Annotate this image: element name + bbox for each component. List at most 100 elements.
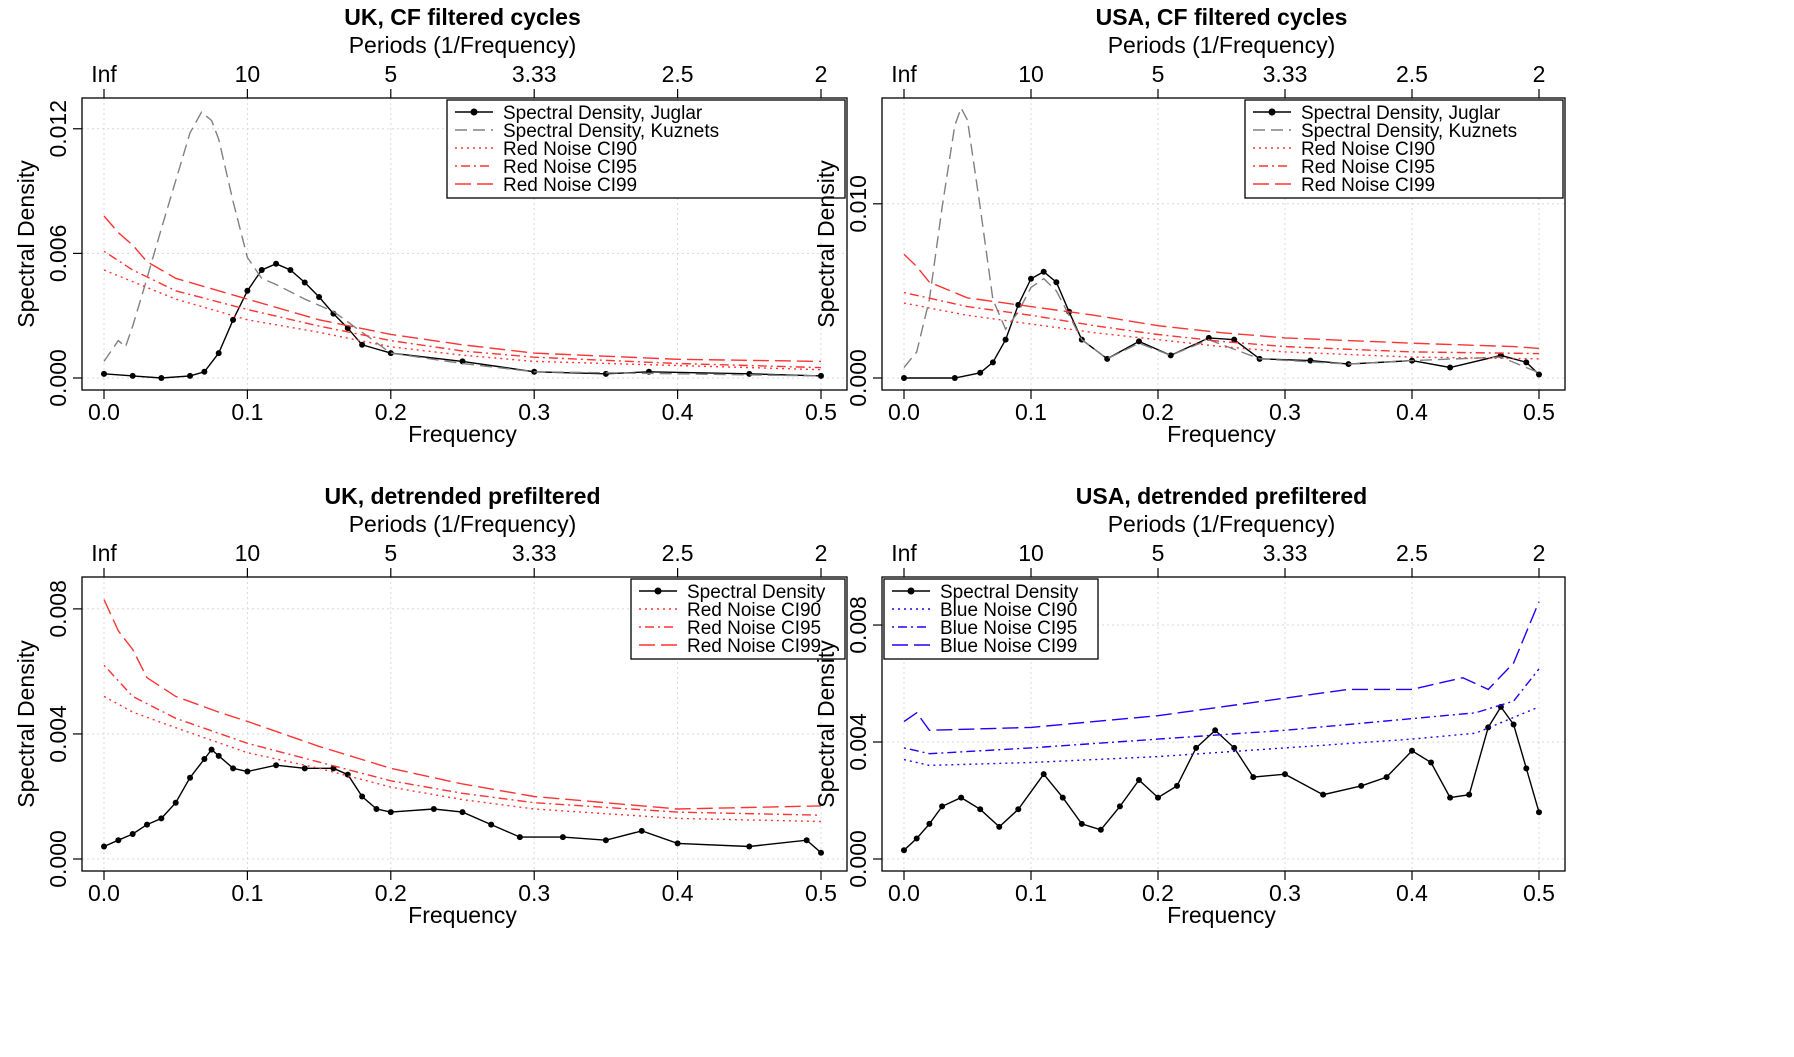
- data-point: [208, 746, 215, 753]
- y-axis-label: Spectral Density: [13, 640, 39, 808]
- data-point: [158, 375, 165, 381]
- data-point: [958, 794, 965, 801]
- series-line-1: [904, 270, 1540, 379]
- data-point: [1510, 721, 1517, 728]
- series-line-5: [103, 215, 822, 363]
- data-point: [1097, 826, 1104, 833]
- x-tick-label: 0.5: [1523, 880, 1555, 906]
- series-line-2: [903, 106, 1540, 374]
- data-point: [201, 368, 208, 375]
- plot-frame: [881, 97, 1566, 391]
- data-point: [244, 287, 251, 294]
- top-tick-label: 3.33: [1263, 540, 1308, 566]
- data-point: [1383, 774, 1390, 781]
- data-point: [459, 358, 466, 365]
- top-tick-label: Inf: [91, 540, 117, 566]
- chart-title: USA, CF filtered cycles: [1096, 4, 1348, 30]
- data-point: [901, 375, 907, 381]
- top-tick-label: 5: [384, 61, 397, 87]
- y-axis-label: Spectral Density: [13, 160, 39, 328]
- data-point: [1212, 727, 1219, 734]
- data-point: [230, 765, 237, 772]
- data-point: [1447, 364, 1454, 371]
- data-point: [1053, 279, 1060, 286]
- data-point: [459, 809, 466, 816]
- data-point: [638, 827, 645, 834]
- top-tick-label: Inf: [891, 540, 917, 566]
- top-tick-label: Inf: [91, 61, 117, 87]
- x-tick-label: 0.2: [1142, 880, 1174, 906]
- x-tick-label: 0.2: [375, 399, 407, 425]
- series-line-4: [903, 291, 1540, 355]
- data-point: [1015, 301, 1022, 308]
- data-point: [1059, 794, 1066, 801]
- legend-point: [907, 587, 915, 595]
- data-point: [1002, 336, 1009, 343]
- data-point: [488, 821, 495, 828]
- x-tick-label: 0.3: [1269, 880, 1301, 906]
- top-tick-label: 2: [1533, 540, 1546, 566]
- x-tick-label: 0.0: [888, 399, 920, 425]
- top-axis-label: Periods (1/Frequency): [349, 32, 577, 58]
- x-tick-label: 0.1: [1015, 880, 1047, 906]
- data-point: [273, 260, 280, 267]
- chart-panel-2: 0.0 0.1 0.2 0.3 0.4 0.5 Frequency Inf 10 5 3.33 2.5…: [813, 4, 1566, 447]
- data-point: [1536, 809, 1542, 816]
- series-line-3: [103, 664, 822, 816]
- data-point: [977, 806, 984, 813]
- chart-panel-3: 0.0 0.1 0.2 0.3 0.4 0.5 Frequency Inf 10 5 3.33 2.5…: [13, 483, 848, 928]
- data-point: [258, 267, 265, 273]
- data-point: [1307, 357, 1314, 364]
- data-point: [901, 847, 907, 854]
- data-point: [602, 370, 609, 377]
- x-tick-label: 0.5: [805, 880, 837, 906]
- legend-label: Spectral Density, Kuznets: [1301, 121, 1517, 142]
- data-point: [301, 765, 308, 772]
- data-point: [273, 762, 280, 769]
- x-tick-label: 0.3: [1269, 399, 1301, 425]
- series-line-1: [103, 748, 822, 854]
- data-point: [516, 834, 523, 841]
- series-line-3: [903, 668, 1540, 755]
- top-tick-label: 5: [1152, 540, 1165, 566]
- top-tick-label: 2.5: [662, 540, 694, 566]
- top-axis-label: Periods (1/Frequency): [1108, 32, 1336, 58]
- series-line-4: [103, 599, 822, 810]
- data-point: [1078, 820, 1085, 827]
- legend-box: [1244, 99, 1564, 199]
- x-tick-label: 0.3: [518, 399, 550, 425]
- data-point: [1104, 355, 1111, 362]
- data-point: [602, 837, 609, 844]
- data-point: [430, 805, 437, 812]
- legend-label: Spectral Density, Juglar: [1301, 103, 1501, 124]
- top-tick-label: Inf: [891, 61, 917, 87]
- top-tick-label: 2.5: [662, 61, 694, 87]
- series-line-3: [103, 269, 822, 371]
- data-point: [215, 350, 222, 357]
- y-tick-label: 0.000: [845, 349, 871, 407]
- data-point: [818, 372, 824, 379]
- y-axis-label: Spectral Density: [813, 640, 839, 808]
- y-tick-label: 0.012: [45, 100, 71, 158]
- x-tick-label: 0.0: [88, 880, 120, 906]
- chart-title: UK, CF filtered cycles: [344, 4, 580, 30]
- data-point: [158, 815, 165, 822]
- data-point: [559, 834, 566, 841]
- top-tick-label: 2.5: [1396, 61, 1428, 87]
- data-point: [359, 793, 366, 800]
- top-tick-label: 2.5: [1396, 540, 1428, 566]
- top-tick-label: 5: [384, 540, 397, 566]
- x-tick-label: 0.5: [805, 399, 837, 425]
- data-point: [187, 372, 194, 379]
- data-point: [818, 849, 824, 856]
- data-point: [172, 799, 179, 806]
- data-point: [1193, 744, 1200, 751]
- top-axis-label: Periods (1/Frequency): [1108, 511, 1336, 537]
- x-tick-label: 0.1: [231, 880, 263, 906]
- chart-title: UK, detrended prefiltered: [324, 483, 600, 509]
- data-point: [746, 370, 753, 377]
- y-tick-label: 0.004: [45, 705, 71, 763]
- legend-label: Red Noise CI90: [1301, 139, 1435, 160]
